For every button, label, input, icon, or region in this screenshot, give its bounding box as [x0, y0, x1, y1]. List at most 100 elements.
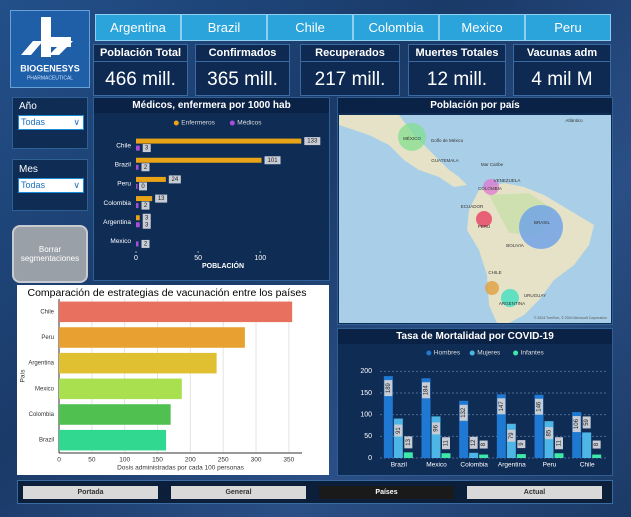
- data-label-box: [141, 239, 150, 248]
- tab[interactable]: Mexico: [439, 14, 525, 41]
- map-panel: Población por país Atlántico MÉXICO Golfo …: [337, 97, 613, 325]
- map-label: CHILE: [488, 270, 501, 275]
- data-label-box: [517, 440, 526, 449]
- data-label: 2: [144, 241, 148, 247]
- y-tick-label: Brazil: [115, 161, 132, 168]
- data-label-box: [572, 416, 581, 433]
- data-label-box: [142, 144, 151, 153]
- legend-swatch: [513, 350, 519, 356]
- bar: [516, 454, 526, 458]
- kpi-value: 12 mill.: [426, 69, 488, 90]
- bar: [469, 452, 479, 458]
- bar: [383, 376, 393, 458]
- bar: [441, 453, 451, 458]
- chart-title: Médicos, enfermera por 1000 hab: [94, 98, 329, 113]
- data-label: 101: [268, 158, 279, 164]
- chart: 0 50 100Chile1333Brazil1012Peru240Colombia…: [103, 120, 321, 270]
- bar: [403, 452, 413, 458]
- data-label-box: [384, 380, 393, 397]
- map-title: Población por país: [338, 98, 612, 113]
- legend-label: Médicos: [237, 120, 262, 127]
- bar: [59, 352, 217, 374]
- data-label-box: [404, 436, 413, 449]
- x-tick-label: Argentina: [498, 462, 526, 469]
- data-label-box: [469, 436, 478, 449]
- map: Atlántico MÉXICO Golfo de México GUATEMALA M…: [339, 115, 611, 323]
- data-label: 11: [444, 439, 450, 446]
- y-tick-label: Colombia: [29, 412, 55, 418]
- x-tick-label: 50: [194, 255, 202, 262]
- legend-swatch: [469, 350, 475, 356]
- legend-swatch: [229, 120, 235, 126]
- kpi-value: 365 mill.: [207, 69, 278, 90]
- y-tick-label: Argentina: [28, 361, 54, 367]
- kpi-label: Muertes Totales: [409, 45, 505, 62]
- x-tick-label: Mexico: [426, 462, 447, 469]
- bar: [136, 164, 139, 170]
- tab[interactable]: Peru: [525, 14, 611, 41]
- y-tick-label: Peru: [41, 335, 54, 341]
- chart: 0 50 100 150 200 Brazil 189 91 13 Mexico 184 96 11 Co…: [360, 350, 606, 469]
- tab[interactable]: Chile: [267, 14, 353, 41]
- x-tick-label: 300: [251, 457, 262, 464]
- data-label: 79: [509, 432, 515, 439]
- x-tick-label: Colombia: [460, 462, 488, 469]
- data-label-box: [304, 137, 321, 146]
- data-label-box: [155, 194, 168, 203]
- legend-label: Hombres: [434, 350, 461, 357]
- bar: [136, 183, 138, 189]
- map-label: VENEZUELA: [494, 178, 521, 183]
- tab[interactable]: Argentina: [95, 14, 181, 41]
- x-tick-label: 0: [57, 457, 61, 464]
- y-tick-label: Mexico: [110, 238, 131, 245]
- legend-swatch: [426, 350, 432, 356]
- legend-label: Infantes: [521, 350, 545, 357]
- data-label: 0: [141, 184, 145, 190]
- data-label-box: [394, 424, 403, 437]
- data-label-box: [432, 422, 440, 435]
- logo-icon: BIOGENESYS PHARMACEUTICAL: [20, 17, 80, 81]
- filter-dropdown[interactable]: Todas ∨: [18, 178, 84, 193]
- x-axis-label: POBLACIÓN: [202, 261, 244, 270]
- y-tick-label: 50: [364, 433, 372, 440]
- data-label-box: [142, 213, 151, 222]
- x-tick-label: 100: [119, 457, 130, 464]
- nav-button[interactable]: Portada: [23, 486, 158, 499]
- legend-label: Enfermeros: [181, 120, 215, 127]
- y-tick-label: 100: [360, 412, 372, 419]
- legend-label: Mujeres: [477, 350, 501, 357]
- bar: [59, 378, 182, 400]
- x-tick-label: 0: [134, 255, 138, 262]
- map-attribution: © 2024 TomTom, © 2024 Microsoft Corporat…: [534, 316, 607, 320]
- data-label-box: [535, 398, 543, 415]
- data-label: 2: [144, 203, 148, 209]
- filter-label: Año: [19, 101, 37, 112]
- data-label-box: [555, 437, 563, 450]
- logo-tagline: PHARMACEUTICAL: [27, 75, 73, 81]
- bar: [136, 145, 140, 151]
- nav-button[interactable]: Países: [319, 486, 454, 499]
- data-label: 146: [537, 401, 543, 412]
- nav-button[interactable]: Actual: [467, 486, 602, 499]
- tab[interactable]: Colombia: [353, 14, 439, 41]
- filter-label: Mes: [19, 164, 38, 175]
- y-axis-label: País: [20, 369, 27, 383]
- nav-button[interactable]: General: [171, 486, 306, 499]
- kpi-card: Población Total 466 mill.: [93, 44, 188, 96]
- data-label: 3: [145, 222, 149, 228]
- data-label-box: [422, 382, 430, 399]
- x-tick-label: Chile: [580, 462, 595, 469]
- data-label: 189: [386, 382, 392, 393]
- data-label: 8: [481, 442, 487, 446]
- bar: [393, 418, 403, 458]
- tab[interactable]: Brazil: [181, 14, 267, 41]
- bar: [479, 454, 489, 458]
- bar: [59, 327, 245, 348]
- data-label: 184: [424, 385, 430, 396]
- data-label: 8: [594, 442, 600, 446]
- bar: [544, 421, 554, 458]
- filter-dropdown[interactable]: Todas ∨: [18, 115, 84, 130]
- data-label-box: [507, 429, 516, 442]
- filter-panel: Año Todas ∨: [12, 97, 88, 149]
- clear-button[interactable]: Borrar segmentaciones: [12, 225, 88, 283]
